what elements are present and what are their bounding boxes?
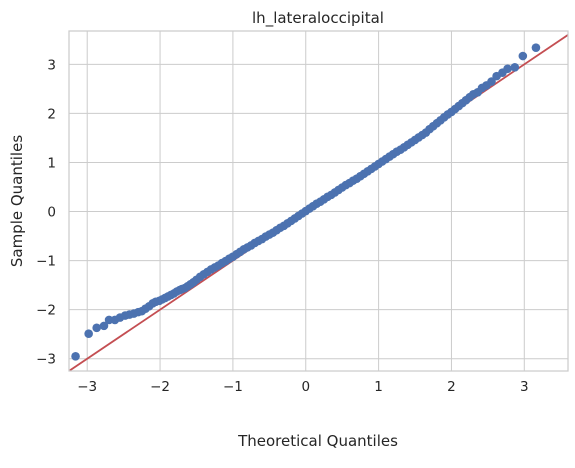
y-tick-label: 1 bbox=[47, 155, 56, 171]
data-point bbox=[84, 329, 93, 339]
x-tick-label: 3 bbox=[520, 379, 529, 395]
y-tick-label: −3 bbox=[36, 352, 56, 368]
data-point bbox=[487, 77, 496, 86]
x-tick-label: −3 bbox=[77, 379, 97, 395]
x-tick-label: −2 bbox=[150, 379, 170, 395]
y-tick-label: 2 bbox=[47, 106, 56, 122]
data-point bbox=[92, 323, 101, 333]
chart-title: lh_lateraloccipital bbox=[252, 9, 384, 28]
x-tick-labels: −3 −2 −1 0 1 2 3 bbox=[77, 379, 528, 395]
data-point bbox=[503, 64, 512, 74]
data-point bbox=[531, 43, 541, 52]
y-tick-label: −2 bbox=[36, 303, 56, 319]
x-tick-label: −1 bbox=[223, 379, 243, 395]
y-tick-label: −1 bbox=[36, 254, 56, 270]
data-point bbox=[99, 321, 109, 331]
x-axis-label: Theoretical Quantiles bbox=[237, 432, 398, 450]
data-point bbox=[518, 51, 528, 61]
data-points bbox=[71, 43, 541, 361]
y-axis-label: Sample Quantiles bbox=[8, 135, 26, 267]
y-tick-label: 3 bbox=[47, 57, 56, 73]
plot-frame bbox=[68, 30, 569, 372]
data-point bbox=[71, 351, 80, 361]
x-tick-label: 2 bbox=[447, 379, 456, 395]
y-tick-label: 0 bbox=[47, 205, 56, 221]
x-tick-label: 1 bbox=[374, 379, 383, 395]
data-point bbox=[510, 63, 520, 72]
y-tick-labels: −3 −2 −1 0 1 2 3 bbox=[36, 57, 56, 367]
x-tick-label: 0 bbox=[301, 379, 310, 395]
grid-lines bbox=[69, 31, 568, 371]
